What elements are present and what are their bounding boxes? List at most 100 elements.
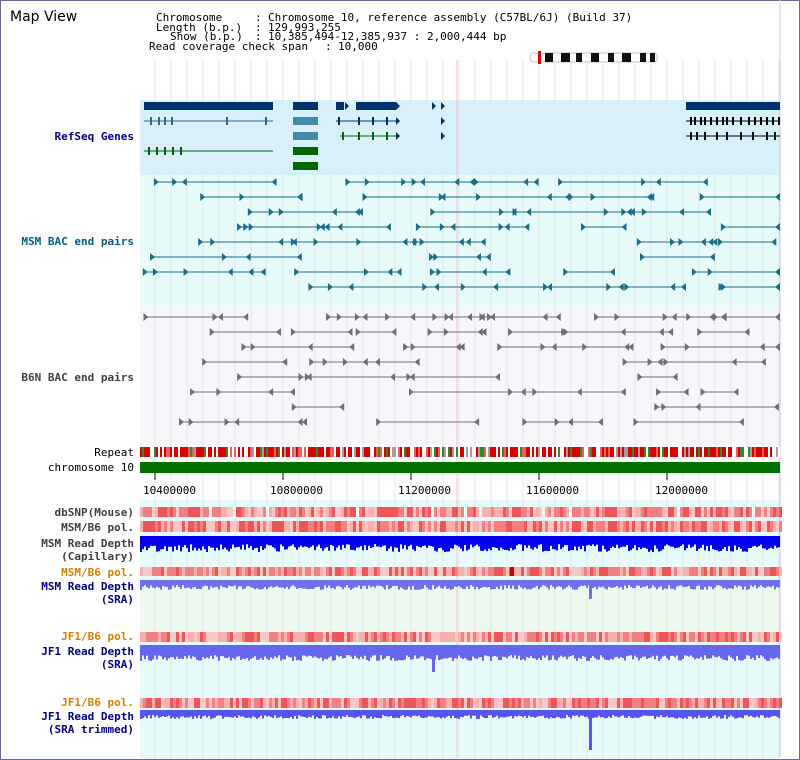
depth-bar [556, 710, 558, 717]
track-label-msm-b6-pol-1[interactable]: MSM/B6 pol. [61, 521, 134, 534]
repeat-segment [564, 447, 566, 457]
depth-bar [574, 536, 576, 547]
track-label-msm-bac[interactable]: MSM BAC end pairs [21, 235, 134, 248]
polymorphism-cell [314, 521, 317, 532]
polymorphism-cell [779, 632, 782, 642]
polymorphism-cell [431, 521, 434, 532]
polymorphism-cell [593, 698, 596, 708]
polymorphism-cell [680, 507, 683, 517]
polymorphism-cell [698, 567, 701, 576]
polymorphism-cell [503, 698, 506, 708]
polymorphism-cell [521, 567, 524, 576]
track-label-jf1-b6-pol-1[interactable]: JF1/B6 pol. [61, 630, 134, 643]
depth-bar [222, 645, 224, 657]
depth-bar [234, 536, 236, 548]
track-label-b6n-bac[interactable]: B6N BAC end pairs [21, 371, 134, 384]
depth-bar [464, 536, 466, 546]
depth-bar [334, 710, 336, 719]
depth-bar [632, 536, 634, 549]
polymorphism-tracks[interactable] [140, 507, 782, 708]
bac-end-arrow [150, 253, 156, 261]
repeat-segment [266, 447, 268, 457]
bac-end-arrow [775, 223, 780, 231]
depth-bar [470, 645, 472, 661]
polymorphism-cell [545, 567, 548, 576]
repeat-segment [482, 447, 484, 457]
depth-bar [696, 536, 698, 552]
depth-bar [436, 580, 438, 588]
track-label-jf1-depth-trimmed[interactable]: JF1 Read Depth (SRA trimmed) [41, 710, 134, 736]
polymorphism-cell [491, 632, 494, 642]
polymorphism-cell [605, 507, 608, 517]
repeat-segment [236, 447, 238, 457]
track-label-msm-depth-sra[interactable]: MSM Read Depth (SRA) [41, 580, 134, 606]
msm-bac-end-pairs-track[interactable] [142, 178, 780, 291]
depth-bar [326, 710, 328, 719]
polymorphism-cell [479, 632, 482, 642]
depth-bar [276, 710, 278, 718]
polymorphism-cell [644, 698, 647, 708]
depth-bar [568, 536, 570, 552]
bac-end-arrow [609, 268, 615, 276]
repeat-segment [336, 447, 338, 457]
depth-bar [432, 536, 434, 547]
bac-end-arrow [349, 343, 355, 351]
polymorphism-cell [419, 698, 422, 708]
polymorphism-cell [203, 567, 206, 576]
polymorphism-cell [779, 567, 782, 576]
depth-bar [414, 645, 416, 656]
polymorphism-cell [260, 521, 263, 532]
repeat-track[interactable] [140, 447, 780, 457]
repeat-segment [160, 447, 162, 457]
depth-bar [632, 710, 634, 719]
refseq-genes-track[interactable] [144, 102, 780, 170]
depth-bar [700, 710, 702, 718]
polymorphism-cell [563, 698, 566, 708]
polymorphism-cell [491, 698, 494, 708]
polymorphism-cell [518, 567, 521, 576]
track-label-refseq-genes[interactable]: RefSeq Genes [54, 130, 134, 143]
depth-bar [682, 536, 684, 545]
chromosome-ideogram[interactable] [529, 51, 658, 64]
bac-end-arrow [680, 283, 686, 291]
polymorphism-cell [572, 507, 575, 517]
polymorphism-cell [566, 521, 569, 532]
depth-bar [660, 645, 662, 659]
depth-bar [576, 710, 578, 716]
depth-bar [528, 710, 530, 716]
polymorphism-cell [323, 632, 326, 642]
repeat-segment [484, 447, 486, 457]
depth-bar [564, 645, 566, 657]
repeat-segment [226, 447, 228, 457]
depth-bar [332, 710, 334, 717]
depth-bar [268, 710, 270, 716]
track-label-msm-b6-pol-2[interactable]: MSM/B6 pol. [61, 566, 134, 579]
polymorphism-cell [635, 567, 638, 576]
track-label-jf1-b6-pol-2[interactable]: JF1/B6 pol. [61, 696, 134, 709]
polymorphism-cell [626, 521, 629, 532]
polymorphism-cell [371, 521, 374, 532]
read-depth-tracks[interactable] [140, 536, 780, 750]
depth-bar [772, 580, 774, 586]
polymorphism-cell [332, 567, 335, 576]
depth-bar [620, 536, 622, 548]
polymorphism-cell [191, 567, 194, 576]
polymorphism-cell [536, 507, 539, 517]
depth-bar [744, 645, 746, 660]
depth-bar [550, 536, 552, 546]
polymorphism-cell [749, 507, 752, 517]
depth-bar [584, 710, 586, 718]
polymorphism-cell [200, 521, 203, 532]
repeat-segment [148, 447, 150, 457]
track-label-dbsnp[interactable]: dbSNP(Mouse) [54, 506, 134, 519]
polymorphism-cell [749, 698, 752, 708]
track-label-jf1-depth-sra[interactable]: JF1 Read Depth (SRA) [41, 645, 134, 671]
repeat-segment [212, 447, 214, 457]
polymorphism-cell [722, 567, 725, 576]
depth-bar [542, 645, 544, 656]
b6n-bac-end-pairs-track[interactable] [143, 313, 780, 426]
bac-end-arrow [641, 208, 647, 216]
repeat-segment [330, 447, 332, 457]
track-label-msm-depth-capillary[interactable]: MSM Read Depth (Capillary) [41, 537, 134, 563]
